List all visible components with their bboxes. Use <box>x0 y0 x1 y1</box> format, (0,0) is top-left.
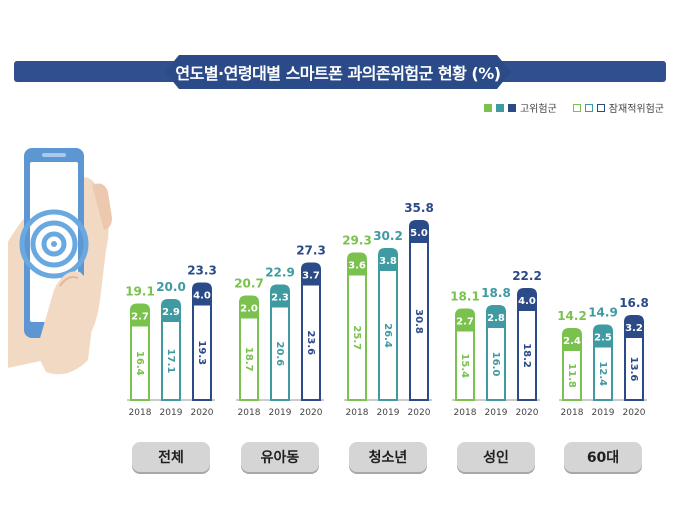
label-high-risk-value: 4.0 <box>193 291 211 302</box>
label-high-risk-value: 3.2 <box>625 323 643 334</box>
bar-high-risk <box>302 263 320 286</box>
bar-high-risk <box>518 289 536 311</box>
year-tick-label: 2020 <box>516 408 539 418</box>
label-high-risk-value: 2.7 <box>131 312 149 323</box>
year-tick-label: 2019 <box>269 408 292 418</box>
category-label: 성인 <box>457 442 535 472</box>
label-high-risk-value: 2.0 <box>240 304 258 315</box>
bar-high-risk <box>410 221 428 243</box>
year-tick-label: 2018 <box>346 408 369 418</box>
label-high-risk-value: 4.0 <box>518 296 536 307</box>
legend-swatch-potential-1 <box>572 103 581 112</box>
bar-high-risk <box>379 249 397 271</box>
year-tick-label: 2020 <box>300 408 323 418</box>
label-high-risk-value: 2.4 <box>563 336 581 347</box>
label-potential-risk-value: 13.6 <box>628 357 639 382</box>
category-label: 유아동 <box>241 442 319 472</box>
year-tick-label: 2019 <box>485 408 508 418</box>
bar-high-risk <box>162 300 180 322</box>
label-potential-risk-value: 15.4 <box>459 353 470 378</box>
legend-label-potential-risk: 잠재적위험군 <box>608 104 664 115</box>
label-total-value: 23.3 <box>187 264 217 278</box>
label-high-risk-value: 2.3 <box>271 293 289 304</box>
label-high-risk-value: 5.0 <box>410 228 428 239</box>
year-tick-label: 2018 <box>454 408 477 418</box>
smartphone-hand-illustration <box>8 148 112 375</box>
label-potential-risk-value: 19.3 <box>196 340 207 365</box>
label-total-value: 22.2 <box>512 269 542 283</box>
label-total-value: 29.3 <box>342 234 372 248</box>
bar-high-risk <box>563 329 581 351</box>
chart-title: 연도별·연령대별 스마트폰 과의존위험군 현황 (%) <box>165 55 511 89</box>
label-total-value: 19.1 <box>125 285 155 299</box>
label-high-risk-value: 2.7 <box>456 317 474 328</box>
label-total-value: 18.8 <box>481 286 511 300</box>
label-total-value: 30.2 <box>373 229 403 243</box>
label-potential-risk-value: 11.8 <box>566 363 577 388</box>
label-total-value: 20.0 <box>156 280 186 294</box>
legend: 고위험군 잠재적위험군 <box>483 100 664 115</box>
label-total-value: 27.3 <box>296 244 326 258</box>
year-tick-label: 2018 <box>129 408 152 418</box>
label-total-value: 20.7 <box>234 277 264 291</box>
label-total-value: 14.9 <box>588 306 618 320</box>
year-tick-label: 2018 <box>561 408 584 418</box>
label-potential-risk-value: 20.6 <box>274 341 285 366</box>
legend-swatch-high-1 <box>483 103 492 112</box>
category-label: 청소년 <box>349 442 427 472</box>
bar-high-risk <box>240 296 258 319</box>
year-tick-label: 2019 <box>160 408 183 418</box>
bar-high-risk <box>348 253 366 276</box>
year-tick-label: 2020 <box>408 408 431 418</box>
year-tick-label: 2018 <box>238 408 261 418</box>
legend-swatch-potential-2 <box>584 103 593 112</box>
label-total-value: 14.2 <box>557 309 587 323</box>
label-high-risk-value: 3.6 <box>348 261 366 272</box>
label-total-value: 22.9 <box>265 266 295 280</box>
label-potential-risk-value: 12.4 <box>597 361 608 386</box>
legend-swatch-high-3 <box>507 103 516 112</box>
label-potential-risk-value: 16.4 <box>134 351 145 376</box>
label-high-risk-value: 2.8 <box>487 313 505 324</box>
label-potential-risk-value: 25.7 <box>351 325 362 350</box>
bar-high-risk <box>193 283 211 306</box>
label-potential-risk-value: 26.4 <box>382 323 393 348</box>
label-total-value: 35.8 <box>404 201 434 215</box>
bar-high-risk <box>456 309 474 332</box>
label-potential-risk-value: 30.8 <box>413 309 424 334</box>
bar-high-risk <box>625 316 643 338</box>
label-high-risk-value: 3.7 <box>302 271 320 282</box>
year-tick-label: 2020 <box>191 408 214 418</box>
category-label: 60대 <box>564 442 642 472</box>
bar-high-risk <box>487 306 505 328</box>
label-potential-risk-value: 17.1 <box>165 349 176 374</box>
bar-high-risk <box>271 285 289 308</box>
year-tick-label: 2019 <box>377 408 400 418</box>
bar-high-risk <box>131 304 149 327</box>
label-high-risk-value: 2.9 <box>162 307 180 318</box>
bar-high-risk <box>594 325 612 348</box>
label-potential-risk-value: 18.7 <box>243 347 254 372</box>
label-high-risk-value: 3.8 <box>379 256 397 267</box>
legend-label-high-risk: 고위험군 <box>519 104 557 115</box>
label-potential-risk-value: 23.6 <box>305 330 316 355</box>
label-total-value: 18.1 <box>450 290 480 304</box>
label-potential-risk-value: 18.2 <box>521 343 532 368</box>
label-high-risk-value: 2.5 <box>594 333 612 344</box>
legend-swatch-high-2 <box>495 103 504 112</box>
year-tick-label: 2019 <box>592 408 615 418</box>
label-total-value: 16.8 <box>619 296 649 310</box>
label-potential-risk-value: 16.0 <box>490 352 501 377</box>
category-label: 전체 <box>132 442 210 472</box>
legend-swatch-potential-3 <box>596 103 605 112</box>
year-tick-label: 2020 <box>623 408 646 418</box>
